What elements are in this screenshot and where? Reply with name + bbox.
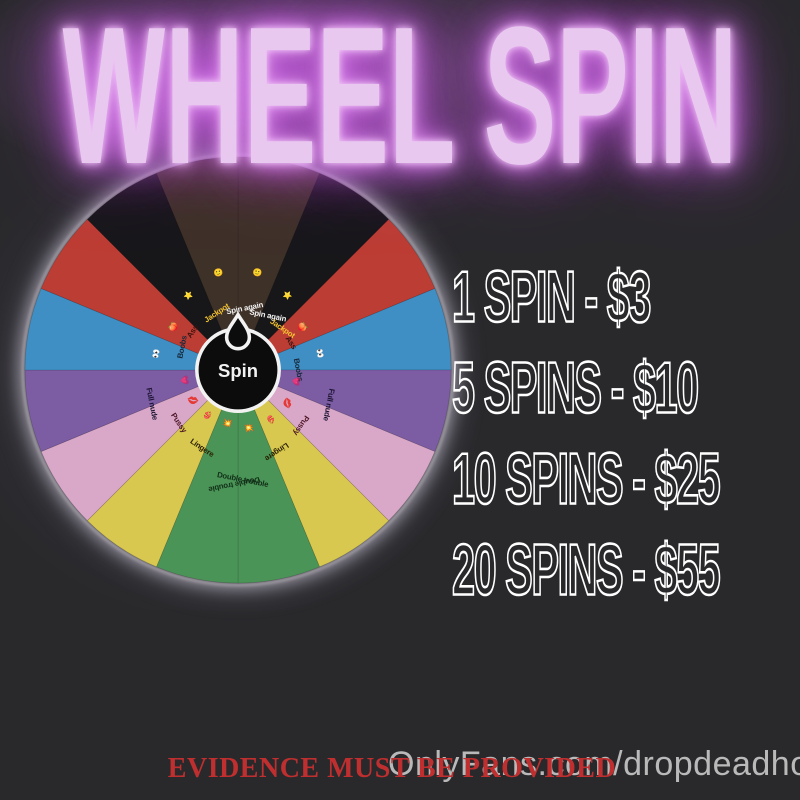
svg-text:💗: 💗 bbox=[291, 376, 302, 388]
svg-text:💗: 💗 bbox=[179, 375, 190, 387]
svg-text:🙂: 🙂 bbox=[252, 267, 264, 278]
svg-text:Spin: Spin bbox=[218, 360, 258, 381]
svg-text:👀: 👀 bbox=[314, 348, 325, 360]
svg-text:👀: 👀 bbox=[151, 348, 162, 360]
svg-text:🙂: 🙂 bbox=[213, 267, 225, 278]
